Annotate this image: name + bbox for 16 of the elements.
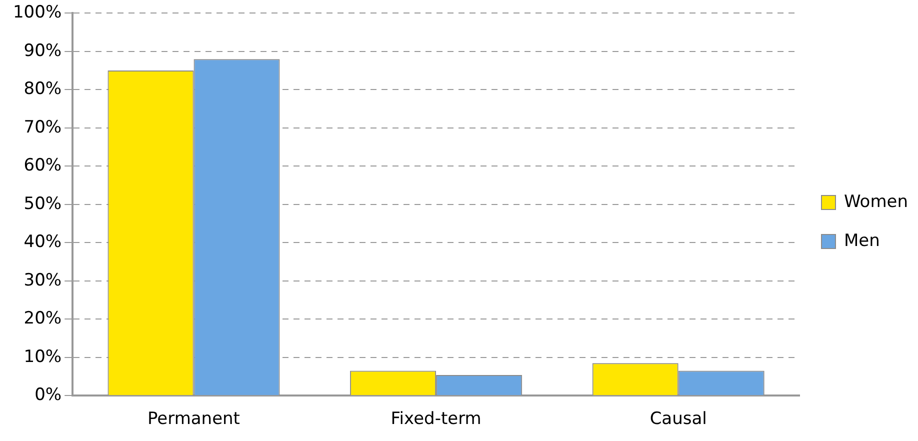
x-tick-label: Permanent: [148, 409, 240, 430]
x-tick-label: Causal: [650, 409, 707, 430]
y-tick-label: 100%: [12, 2, 62, 23]
y-tick-label: 90%: [24, 40, 62, 61]
y-tick-label: 50%: [24, 194, 62, 214]
legend-label: Men: [844, 230, 880, 251]
legend-label: Women: [844, 192, 908, 212]
x-tick-label: Fixed-term: [390, 409, 482, 430]
y-tick-label: 80%: [24, 79, 62, 100]
y-tick-label: 30%: [24, 270, 62, 290]
y-tick-label: 0%: [34, 385, 62, 406]
y-tick-label: 40%: [24, 232, 62, 252]
y-tick-label: 70%: [24, 117, 62, 138]
y-tick-label: 10%: [24, 346, 62, 367]
y-tick-label: 20%: [24, 308, 62, 329]
y-tick-label: 60%: [24, 156, 62, 176]
